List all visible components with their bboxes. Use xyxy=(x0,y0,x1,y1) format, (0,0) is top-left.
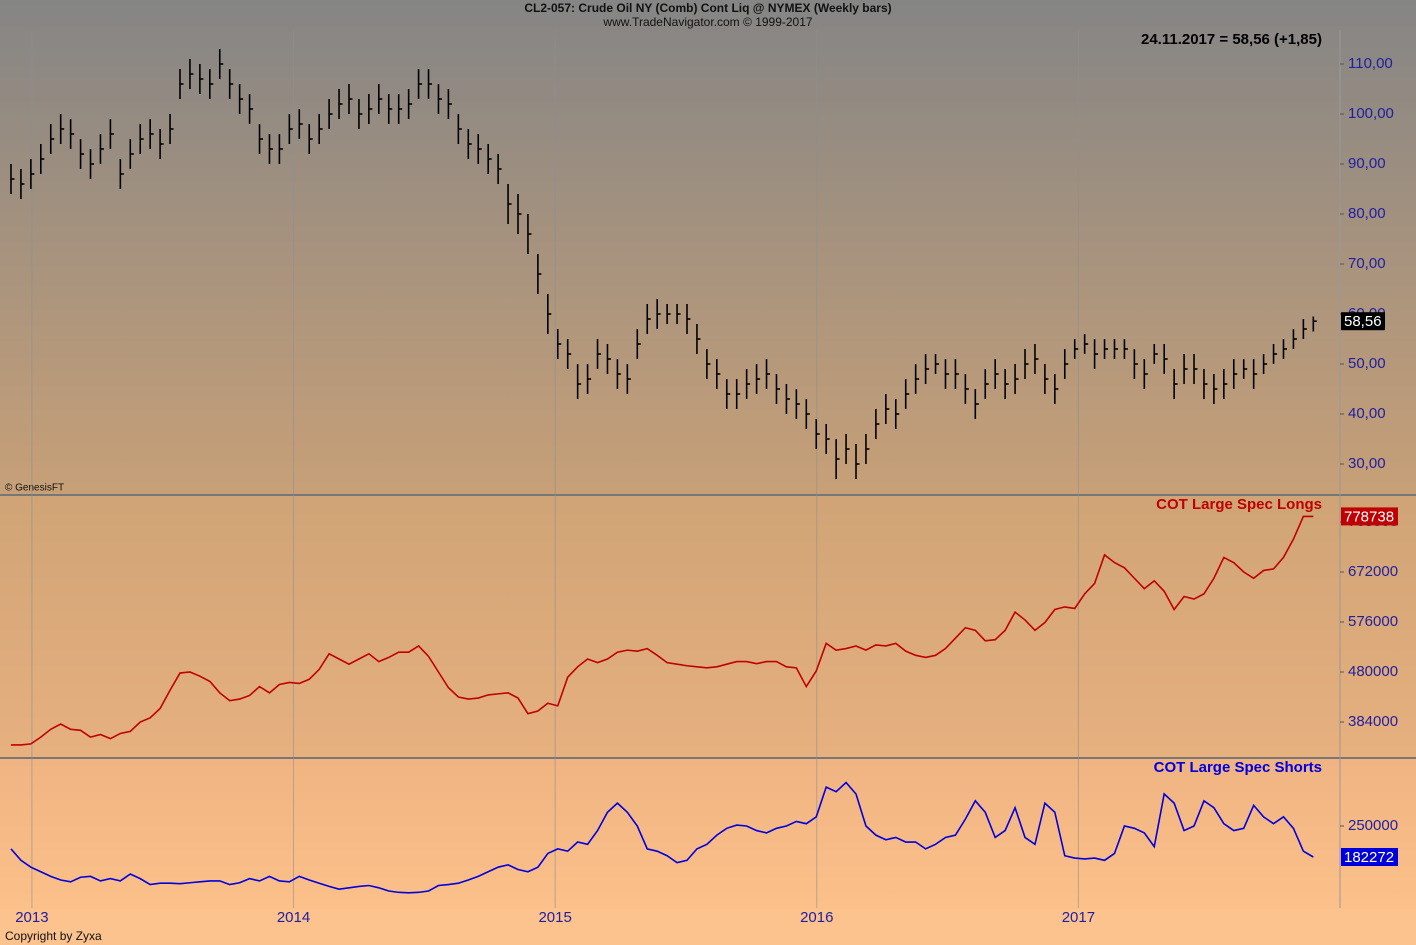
copyright: Copyright by Zyxa xyxy=(5,929,102,943)
longs-panel xyxy=(0,496,1416,757)
y-tick-label: 110,00 xyxy=(1348,55,1393,72)
chart-subtitle: www.TradeNavigator.com © 1999-2017 xyxy=(602,15,812,29)
separator xyxy=(0,757,1416,759)
x-tick-label: 2016 xyxy=(800,909,833,926)
x-tick-label: 2015 xyxy=(538,909,571,926)
y-tick-label: 672000 xyxy=(1348,563,1398,580)
y-tick-label: 30,00 xyxy=(1348,455,1386,472)
annotation: 24.11.2017 = 58,56 (+1,85) xyxy=(1141,31,1322,48)
x-tick-label: 2017 xyxy=(1062,909,1095,926)
y-tick-label: 480000 xyxy=(1348,663,1398,680)
separator xyxy=(0,494,1416,496)
y-tick-label: 576000 xyxy=(1348,613,1398,630)
credit: © GenesisFT xyxy=(5,483,64,494)
date-strip xyxy=(0,909,1416,945)
current-value-label: 58,56 xyxy=(1344,313,1382,330)
y-tick-label: 100,00 xyxy=(1348,105,1394,122)
current-value-box xyxy=(1341,312,1385,331)
y-tick-label: 40,00 xyxy=(1348,405,1386,422)
current-value-box xyxy=(1341,847,1398,866)
y-tick-label: 384000 xyxy=(1348,713,1398,730)
current-value-label: 182272 xyxy=(1344,849,1394,866)
panel-title: COT Large Spec Shorts xyxy=(1154,759,1322,776)
series-line xyxy=(10,781,1314,894)
y-tick-label: 250000 xyxy=(1348,817,1398,834)
current-value-label: 778738 xyxy=(1344,508,1394,525)
y-tick-label: 50,00 xyxy=(1348,355,1386,372)
panel-title: COT Large Spec Longs xyxy=(1156,496,1322,513)
series-line xyxy=(10,515,1314,746)
x-tick-label: 2014 xyxy=(277,909,310,926)
current-value-box xyxy=(1341,507,1398,526)
price-panel xyxy=(0,0,1416,494)
shorts-panel xyxy=(0,759,1416,909)
x-tick-label: 2013 xyxy=(15,909,48,926)
y-tick-label: 80,00 xyxy=(1348,205,1386,222)
y-tick-label: 70,00 xyxy=(1348,255,1386,272)
y-tick-label: 90,00 xyxy=(1348,155,1386,172)
chart-title: CL2-057: Crude Oil NY (Comb) Cont Liq @ … xyxy=(524,1,891,15)
